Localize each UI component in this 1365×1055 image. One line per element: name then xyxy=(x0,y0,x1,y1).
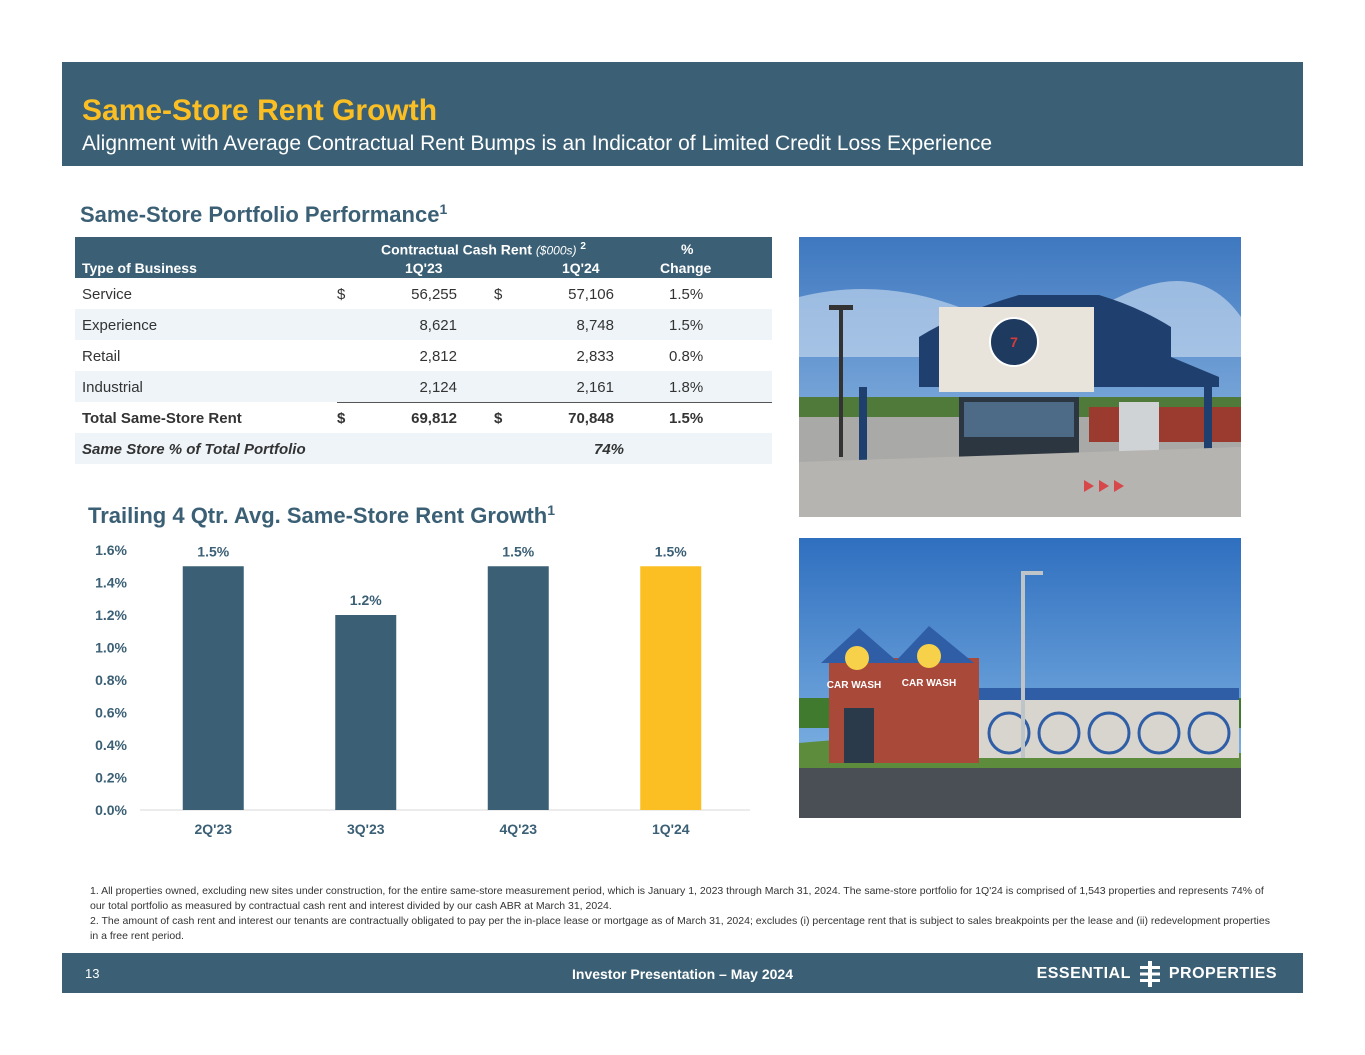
total-label: Total Same-Store Rent xyxy=(82,410,242,427)
table-row: Service $ 56,255 $ 57,106 1.5% xyxy=(75,278,772,309)
rent-growth-chart: 0.0% 0.2% 0.4% 0.6% 0.8% 1.0% 1.2% 1.4% 1.6% 1.5%… xyxy=(75,535,765,845)
row-dollar: $ xyxy=(494,286,503,303)
photo-car-wash: CAR WASH CAR WASH xyxy=(799,538,1241,818)
row-value-1q24: 57,106 xyxy=(568,286,614,303)
photo-drive-thru: 7 xyxy=(799,237,1241,517)
x-tick-label: 2Q'23 xyxy=(194,821,232,837)
header-col1: 1Q'23 xyxy=(405,260,443,276)
logo-text-right: PROPERTIES xyxy=(1168,965,1277,982)
share-value: 74% xyxy=(594,441,625,458)
chart-section-title-text: Trailing 4 Qtr. Avg. Same-Store Rent Gro… xyxy=(88,503,548,528)
data-label: 1.5% xyxy=(197,543,229,559)
svg-text:7: 7 xyxy=(1010,334,1018,350)
table-section-title-text: Same-Store Portfolio Performance xyxy=(80,202,440,227)
total-dollar: $ xyxy=(337,410,346,427)
total-pct-change: 1.5% xyxy=(669,410,704,427)
row-value-1q23: 56,255 xyxy=(411,286,457,303)
data-label: 1.2% xyxy=(350,592,382,608)
company-logo: ESSENTIAL PROPERTIES xyxy=(1037,961,1277,987)
header-col2: 1Q'24 xyxy=(562,260,600,276)
header-group: Contractual Cash Rent ($000s) 2 xyxy=(381,241,586,258)
header-group-unit: ($000s) xyxy=(535,243,577,258)
total-value-1q23: 69,812 xyxy=(411,410,457,427)
y-tick-label: 0.8% xyxy=(95,672,127,688)
row-pct-change: 0.8% xyxy=(669,348,704,365)
y-tick-label: 1.2% xyxy=(95,607,127,623)
table-row: Experience 8,621 8,748 1.5% xyxy=(75,309,772,340)
car-wash-sign-left: CAR WASH xyxy=(827,680,881,691)
slide-subtitle: Alignment with Average Contractual Rent … xyxy=(82,132,993,155)
bar xyxy=(487,566,549,810)
total-rule-top xyxy=(337,401,772,403)
footnote-ref: 2 xyxy=(580,241,586,252)
slide-footer: 13 Investor Presentation – May 2024 ESSE… xyxy=(62,953,1303,993)
logo-mark-icon xyxy=(1139,961,1160,987)
same-store-table: Type of Business Contractual Cash Rent (… xyxy=(75,237,772,464)
row-label: Service xyxy=(82,286,133,303)
chart-canvas: 0.0% 0.2% 0.4% 0.6% 0.8% 1.0% 1.2% 1.4% 1.6% 1.5%… xyxy=(95,542,750,837)
row-value-1q23: 2,124 xyxy=(419,379,457,396)
y-tick-label: 0.6% xyxy=(95,705,127,721)
logo-text-left: ESSENTIAL xyxy=(1036,965,1131,982)
total-dollar: $ xyxy=(494,410,503,427)
row-dollar: $ xyxy=(337,286,346,303)
row-value-1q24: 8,748 xyxy=(576,317,614,334)
slide-header: Same-Store Rent Growth Alignment with Av… xyxy=(62,62,1303,166)
share-label: Same Store % of Total Portfolio xyxy=(82,441,306,458)
y-tick-label: 0.0% xyxy=(95,802,127,818)
row-label: Experience xyxy=(82,317,158,334)
table-header: Type of Business Contractual Cash Rent (… xyxy=(75,237,772,278)
row-value-1q24: 2,161 xyxy=(576,379,614,396)
chart-section-title: Trailing 4 Qtr. Avg. Same-Store Rent Gro… xyxy=(88,502,555,529)
header-group-label: Contractual Cash Rent xyxy=(381,241,532,258)
footnote-ref: 1 xyxy=(439,201,448,217)
x-tick-label: 1Q'24 xyxy=(652,821,690,837)
row-pct-change: 1.5% xyxy=(669,286,704,303)
header-pct-top: % xyxy=(681,241,694,257)
y-tick-label: 1.6% xyxy=(95,542,127,558)
drive-thru-image: 7 xyxy=(799,237,1241,517)
car-wash-sign-right: CAR WASH xyxy=(902,678,956,689)
x-tick-label: 4Q'23 xyxy=(499,821,537,837)
table-row: Retail 2,812 2,833 0.8% xyxy=(75,340,772,371)
x-tick-label: 3Q'23 xyxy=(347,821,385,837)
row-label: Industrial xyxy=(82,379,143,396)
row-value-1q24: 2,833 xyxy=(576,348,614,365)
slide-title: Same-Store Rent Growth xyxy=(82,94,438,127)
header-pct-bottom: Change xyxy=(660,260,712,276)
total-value-1q24: 70,848 xyxy=(568,410,614,427)
row-value-1q23: 8,621 xyxy=(419,317,457,334)
footnotes: 1. All properties owned, excluding new s… xyxy=(90,884,1280,944)
y-tick-label: 0.4% xyxy=(95,737,127,753)
data-label: 1.5% xyxy=(502,543,534,559)
bar xyxy=(182,566,244,810)
data-label: 1.5% xyxy=(655,543,687,559)
footnote-ref: 1 xyxy=(547,502,556,518)
footer-caption: Investor Presentation – May 2024 xyxy=(572,966,793,982)
page-number: 13 xyxy=(85,966,100,981)
row-label: Retail xyxy=(82,348,121,365)
car-wash-image: CAR WASH CAR WASH xyxy=(799,538,1241,818)
bar xyxy=(640,566,702,810)
footnote-1: 1. All properties owned, excluding new s… xyxy=(90,885,1264,912)
y-tick-label: 1.4% xyxy=(95,575,127,591)
y-tick-label: 0.2% xyxy=(95,770,127,786)
table-share-row: Same Store % of Total Portfolio 74% xyxy=(75,433,772,464)
bar xyxy=(335,615,397,810)
row-value-1q23: 2,812 xyxy=(419,348,457,365)
table-section-title: Same-Store Portfolio Performance1 xyxy=(80,201,447,228)
table-row: Industrial 2,124 2,161 1.8% xyxy=(75,371,772,403)
row-pct-change: 1.8% xyxy=(669,379,704,396)
row-pct-change: 1.5% xyxy=(669,317,704,334)
footnote-2: 2. The amount of cash rent and interest … xyxy=(90,915,1270,942)
header-type: Type of Business xyxy=(82,260,197,276)
y-tick-label: 1.0% xyxy=(95,640,127,656)
table-total-row: Total Same-Store Rent $ 69,812 $ 70,848 … xyxy=(75,402,772,434)
